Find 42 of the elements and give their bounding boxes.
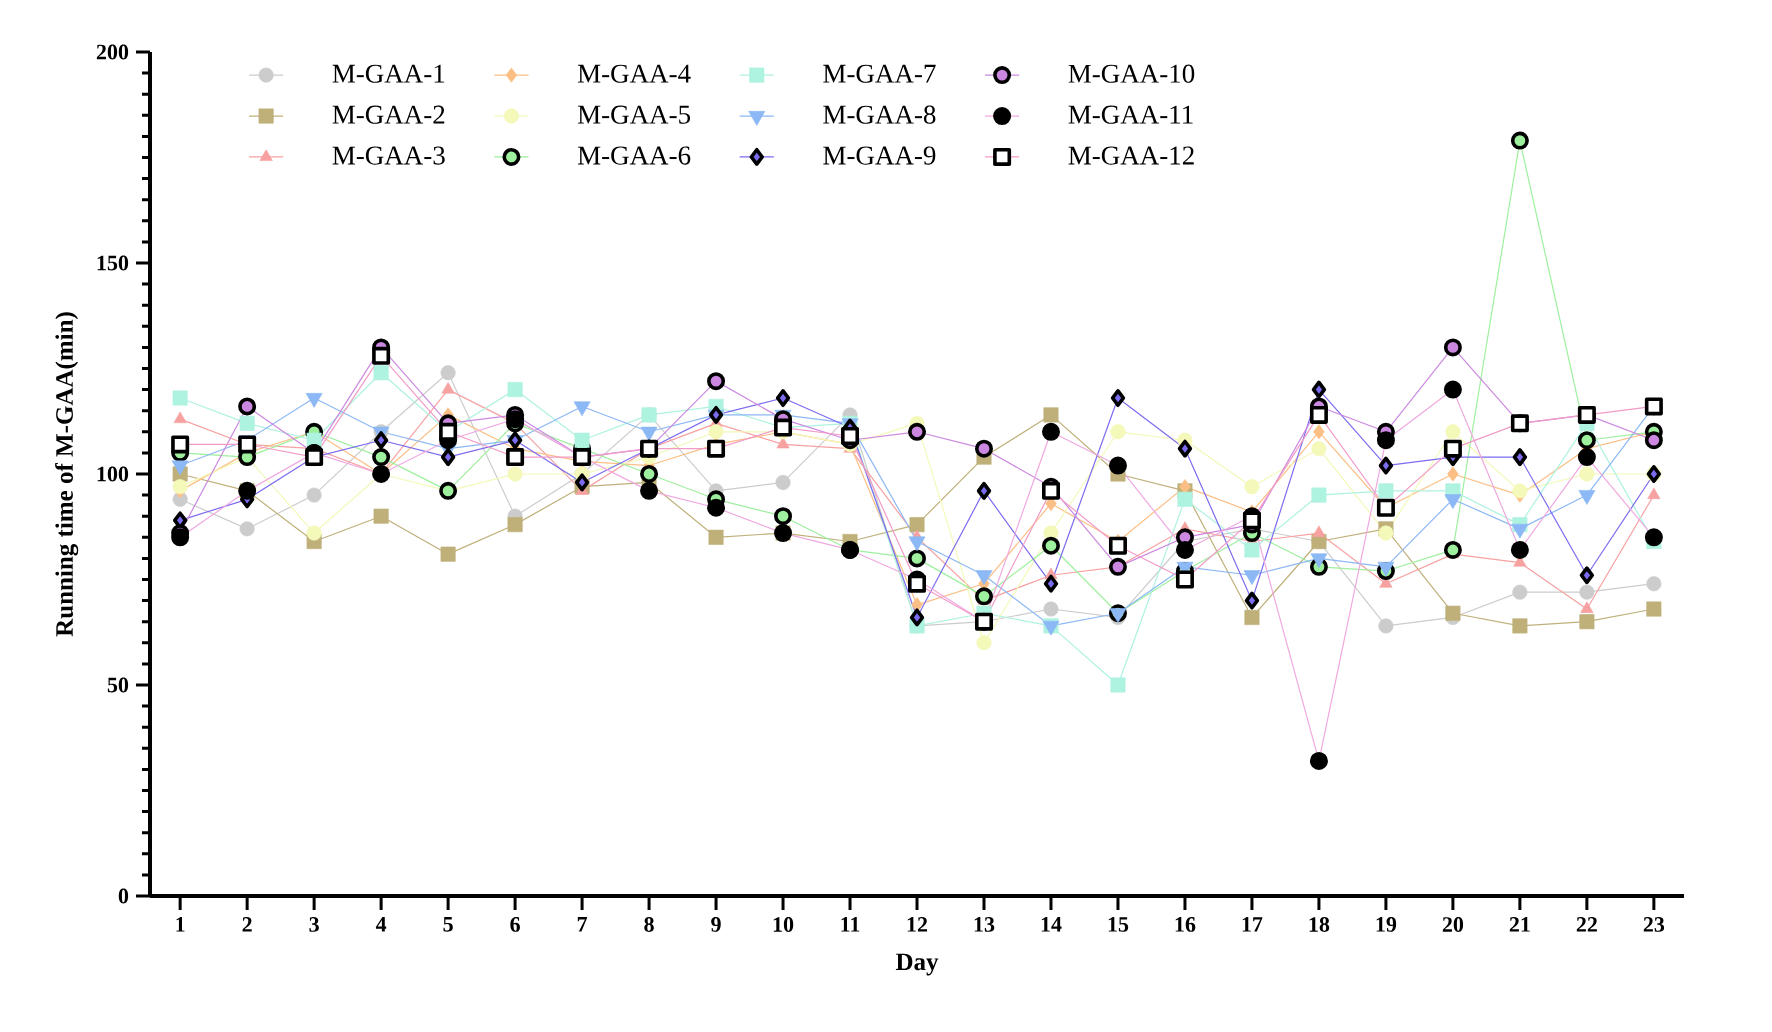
x-tick-label: 20 bbox=[1442, 917, 1464, 932]
legend-label: M-GAA-6 bbox=[577, 146, 691, 165]
legend-label: M-GAA-5 bbox=[577, 105, 691, 124]
legend-label: M-GAA-9 bbox=[823, 146, 936, 165]
y-tick-label: 0 bbox=[118, 888, 129, 904]
x-tick-label: 9 bbox=[711, 917, 721, 932]
y-tick-label: 200 bbox=[96, 44, 129, 60]
x-tick-label: 19 bbox=[1376, 917, 1397, 932]
x-tick-label: 4 bbox=[375, 917, 387, 932]
legend-label: M-GAA-10 bbox=[1068, 64, 1195, 83]
x-tick-label: 13 bbox=[974, 917, 995, 932]
legend-label: M-GAA-11 bbox=[1068, 105, 1193, 124]
x-tick-label: 23 bbox=[1643, 917, 1665, 932]
x-tick-label: 10 bbox=[773, 917, 794, 932]
x-tick-label: 12 bbox=[907, 917, 928, 932]
x-tick-label: 17 bbox=[1242, 917, 1263, 932]
x-tick-label: 3 bbox=[309, 917, 319, 932]
legend-label: M-GAA-2 bbox=[332, 105, 445, 124]
x-tick-label: 8 bbox=[644, 917, 654, 932]
y-tick-label: 150 bbox=[97, 255, 129, 271]
legend-label: M-GAA-8 bbox=[823, 105, 936, 124]
x-tick-label: 2 bbox=[242, 917, 252, 932]
legend-label: M-GAA-3 bbox=[332, 146, 445, 165]
legend-label: M-GAA-4 bbox=[577, 64, 691, 83]
y-tick-label: 50 bbox=[107, 677, 129, 693]
y-axis-title: Running time of M-GAA(min) bbox=[55, 312, 79, 637]
x-tick-label: 11 bbox=[841, 917, 860, 932]
legend-label: M-GAA-1 bbox=[332, 64, 445, 83]
x-tick-label: 14 bbox=[1041, 917, 1062, 932]
x-tick-label: 6 bbox=[510, 917, 520, 932]
x-tick-label: 21 bbox=[1509, 917, 1530, 932]
legend-label: M-GAA-12 bbox=[1068, 146, 1194, 165]
x-axis-title: Day bbox=[895, 953, 939, 976]
legend-label: M-GAA-7 bbox=[823, 64, 936, 83]
x-tick-label: 7 bbox=[577, 917, 588, 932]
x-tick-label: 22 bbox=[1576, 917, 1597, 932]
x-tick-label: 5 bbox=[443, 917, 453, 932]
x-tick-label: 1 bbox=[176, 917, 185, 932]
x-tick-label: 18 bbox=[1309, 917, 1330, 932]
x-tick-label: 16 bbox=[1175, 917, 1196, 932]
y-tick-label: 100 bbox=[97, 466, 129, 482]
x-tick-label: 15 bbox=[1108, 917, 1129, 932]
